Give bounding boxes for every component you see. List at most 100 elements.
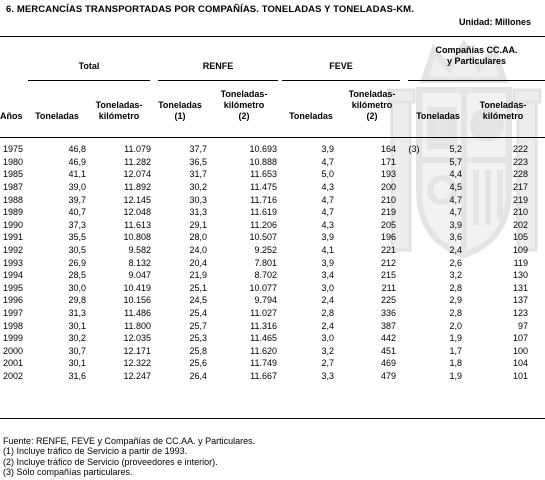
renfe-tkm-cell: 11.749 [250,358,277,369]
feve-toneladas-cell: 2,8 [321,308,334,319]
total-toneladas-cell: 30,2 [68,333,86,344]
year-cell: 1985 [3,169,24,180]
feve-toneladas-cell: 3,9 [321,257,334,268]
total-tkm-cell: 11.486 [124,308,151,319]
ccaa-toneladas-cell: 4,5 [449,182,462,193]
ccaa-tkm-cell: 123 [512,308,528,319]
total-tkm-cell: 12.048 [123,207,151,218]
year-cell: 1975 [3,144,24,155]
ccaa-note-cell [396,269,432,282]
feve-toneladas-cell: 2,4 [321,320,334,331]
header-bottom-rule [0,137,545,138]
ccaa-tkm-cell: 217 [512,182,528,193]
year-cell: 2000 [3,345,24,356]
ccaa-tkm-cell: 130 [512,270,528,281]
total-tkm-cell: 9.047 [128,270,151,281]
col-header-ccaa-toneladas: Toneladas [416,111,460,121]
ccaa-toneladas-cell: 2,0 [449,320,462,331]
ccaa-toneladas-cell: 1,9 [449,370,462,381]
feve-toneladas-cell: 3,0 [321,282,334,293]
total-tkm-cell: 12.171 [123,345,151,356]
year-cell: 2002 [3,370,24,381]
feve-tkm-cell: 171 [380,156,396,167]
total-toneladas-cell: 46,9 [68,156,86,167]
table-row: 1997 31,3 11.486 25,4 11.027 2,8 336 2,8 123 [0,307,532,320]
col-header-anos: Años [0,111,23,121]
total-toneladas-cell: 29,8 [68,295,86,306]
table-row: 1995 30,0 10.419 25,1 10.077 3,0 211 2,8 131 [0,282,532,295]
feve-toneladas-cell: 3,3 [321,370,334,381]
ccaa-note-cell [396,357,432,370]
feve-tkm-cell: 387 [380,320,396,331]
feve-toneladas-cell: 3,2 [321,345,334,356]
year-cell: 1991 [3,232,24,243]
renfe-toneladas-cell: 25,7 [189,320,207,331]
feve-tkm-cell: 200 [380,182,396,193]
renfe-tkm-cell: 10.077 [249,282,277,293]
year-cell: 1993 [3,257,24,268]
renfe-toneladas-cell: 20,4 [189,257,207,268]
renfe-tkm-cell: 10.888 [249,156,277,167]
ccaa-toneladas-cell: 3,6 [449,232,462,243]
total-tkm-cell: 12.145 [123,194,151,205]
feve-toneladas-cell: 4,1 [321,245,334,256]
group-rule-renfe [158,80,278,81]
ccaa-note-cell [396,319,432,332]
col-header-renfe-tkm: Toneladas- kilómetro (2) [210,89,278,122]
col-header-feve-toneladas: Toneladas [289,111,333,121]
renfe-toneladas-cell: 36,5 [189,156,207,167]
table-bottom-rule [0,418,545,419]
renfe-toneladas-cell: 26,4 [189,370,207,381]
table-row: 2001 30,1 12.322 25,6 11.749 2,7 469 1,8 104 [0,357,532,370]
table-row: 1989 40,7 12.048 31,3 11.619 4,7 219 4,7 210 [0,206,532,219]
renfe-tkm-cell: 11.620 [250,345,277,356]
ccaa-note-cell [396,231,432,244]
footnote-2: (2) Incluye tráfico de Servicio (proveed… [3,456,218,467]
renfe-toneladas-cell: 30,2 [189,182,207,193]
col-header-renfe-tkm-line2: kilómetro [223,100,265,110]
table-row: 1980 46,9 11.282 36,5 10.888 4,7 171 5,7 223 [0,156,532,169]
renfe-toneladas-cell: 29,1 [189,219,207,230]
feve-tkm-cell: 196 [380,232,396,243]
ccaa-tkm-cell: 137 [512,295,528,306]
feve-toneladas-cell: 4,7 [321,156,334,167]
col-header-ccaa-tkm: Toneladas- kilómetro [468,100,538,122]
col-header-renfe-toneladas: Toneladas (1) [152,100,208,122]
total-toneladas-cell: 28,5 [68,270,86,281]
footnote-1: (1) Incluye tráfico de Servicio a partir… [3,446,188,457]
ccaa-tkm-cell: 97 [517,320,528,331]
renfe-tkm-cell: 11.475 [250,182,277,193]
feve-toneladas-cell: 5,0 [321,169,334,180]
ccaa-note-cell [396,282,432,295]
year-cell: 1989 [3,207,24,218]
ccaa-note-cell [396,332,432,345]
year-cell: 1987 [3,182,24,193]
renfe-toneladas-cell: 30,3 [189,194,207,205]
feve-tkm-cell: 336 [380,308,396,319]
feve-tkm-cell: 215 [380,270,396,281]
total-toneladas-cell: 30,7 [68,345,86,356]
total-tkm-cell: 9.582 [128,245,151,256]
ccaa-note-cell [396,193,432,206]
year-cell: 1980 [3,156,24,167]
feve-toneladas-cell: 3,9 [321,232,334,243]
total-tkm-cell: 11.892 [124,182,151,193]
renfe-toneladas-cell: 31,7 [189,169,207,180]
renfe-tkm-cell: 10.693 [249,144,277,155]
ccaa-note-cell [396,219,432,232]
ccaa-tkm-cell: 222 [512,144,528,155]
data-table: 1975 46,8 11.079 37,7 10.693 3,9 164 (3) 5,2 222 1… [0,143,532,382]
table-row: 1994 28,5 9.047 21,9 8.702 3,4 215 3,2 130 [0,269,532,282]
footnote-source: Fuente: RENFE, FEVE y Compañías de CC.AA… [3,436,256,446]
ccaa-toneladas-cell: 4,7 [449,194,462,205]
total-toneladas-cell: 26,9 [68,257,86,268]
ccaa-tkm-cell: 101 [512,370,528,381]
feve-toneladas-cell: 3,9 [321,144,334,155]
table-row: 1998 30,1 11.800 25,7 11.316 2,4 387 2,0 97 [0,319,532,332]
ccaa-toneladas-cell: 2,9 [449,295,462,306]
footnotes: Fuente: RENFE, FEVE y Compañías de CC.AA… [3,436,255,478]
total-toneladas-cell: 31,3 [68,308,86,319]
page-title: 6. MERCANCÍAS TRANSPORTADAS POR COMPAÑÍA… [6,4,414,15]
ccaa-toneladas-cell: 1,8 [449,358,462,369]
col-header-renfe-tkm-line3: (2) [238,111,250,121]
